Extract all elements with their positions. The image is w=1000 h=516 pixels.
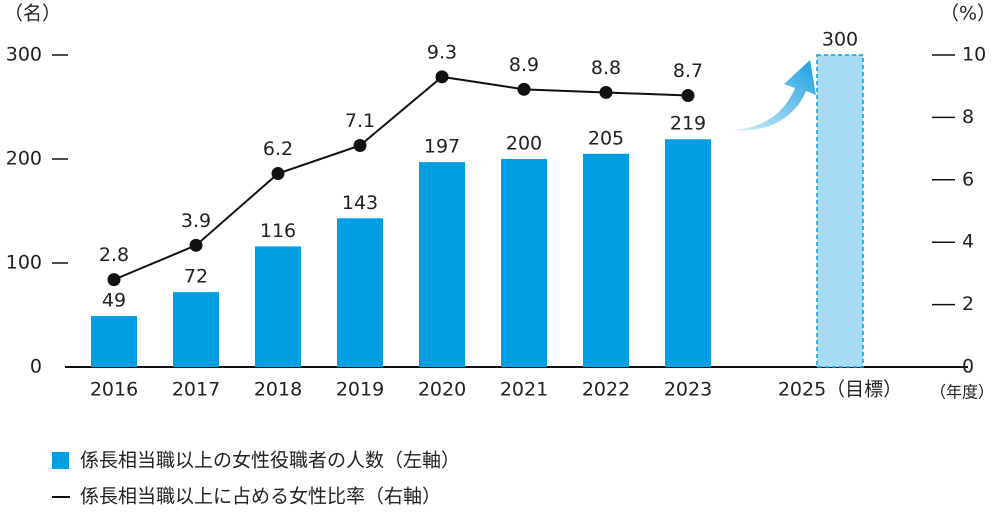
x-tick-label: 2018: [254, 379, 302, 401]
x-tick-label: 2017: [172, 379, 220, 401]
target-arrow: [733, 60, 816, 131]
y-tick-label: 300: [6, 44, 42, 66]
y2-tick-label: 0: [962, 356, 974, 378]
x-tick-label: 2020: [418, 379, 466, 401]
bar-value-label: 143: [342, 192, 378, 214]
x-axis-label: （年度）: [930, 383, 994, 402]
y-axis-label: （名）: [4, 3, 61, 25]
bar-value-label: 49: [102, 290, 126, 312]
bar-value-label: 219: [670, 113, 706, 135]
ratio-value-label: 2.8: [99, 244, 129, 266]
ratio-value-label: 6.2: [263, 138, 293, 160]
y2-tick-label: 8: [962, 106, 974, 128]
legend-swatch-bar: [52, 452, 69, 469]
ratio-point: [599, 85, 613, 99]
y-tick-label: 0: [30, 356, 42, 378]
ratio-point: [189, 238, 203, 252]
bar-value-label: 200: [506, 133, 542, 155]
bar-value-label: 72: [184, 266, 208, 288]
bar: [665, 139, 711, 367]
y2-axis-label: （%）: [940, 3, 996, 25]
bar-value-label: 300: [822, 29, 858, 51]
ratio-value-label: 3.9: [181, 210, 211, 232]
ratio-point: [681, 89, 695, 103]
legend-label: 係長相当職以上に占める女性比率（右軸）: [80, 486, 441, 508]
bar: [255, 246, 301, 367]
y2-tick-label: 10: [962, 44, 986, 66]
y2-tick-label: 6: [962, 168, 974, 190]
legend-label: 係長相当職以上の女性役職者の人数（左軸）: [80, 450, 460, 472]
x-tick-label: 2016: [90, 379, 138, 401]
bar: [501, 159, 547, 367]
ratio-point: [353, 138, 367, 152]
ratio-value-label: 9.3: [427, 41, 457, 63]
bar: [173, 292, 219, 367]
bar: [816, 54, 864, 368]
y-tick-label: 100: [6, 252, 42, 274]
ratio-point: [517, 82, 531, 96]
bar: [419, 162, 465, 367]
ratio-point: [107, 273, 121, 287]
ratio-point: [435, 70, 449, 84]
ratio-value-label: 7.1: [345, 110, 375, 132]
ratio-value-label: 8.7: [673, 60, 703, 82]
bar-value-label: 205: [588, 127, 624, 149]
x-tick-label: 2023: [664, 379, 712, 401]
ratio-point: [271, 167, 285, 181]
x-tick-label: 2022: [582, 379, 630, 401]
x-tick-label: 2021: [500, 379, 548, 401]
bar: [583, 153, 629, 367]
y2-tick-label: 2: [962, 293, 974, 315]
ratio-value-label: 8.9: [509, 54, 539, 76]
x-tick-label: 2025（目標）: [778, 379, 902, 401]
bar-value-label: 197: [424, 136, 460, 158]
x-tick-label: 2019: [336, 379, 384, 401]
y2-tick-label: 4: [962, 231, 974, 253]
plot: 0 100 200 300 0 2 4 6 8 10 2016 49 2017 72 2018 116 2019…: [6, 29, 986, 401]
bar: [91, 316, 137, 367]
y-tick-label: 200: [6, 148, 42, 170]
bar-value-label: 116: [260, 220, 296, 242]
ratio-value-label: 8.8: [591, 57, 621, 79]
bar: [337, 218, 383, 367]
ratio-line: [113, 75, 689, 281]
